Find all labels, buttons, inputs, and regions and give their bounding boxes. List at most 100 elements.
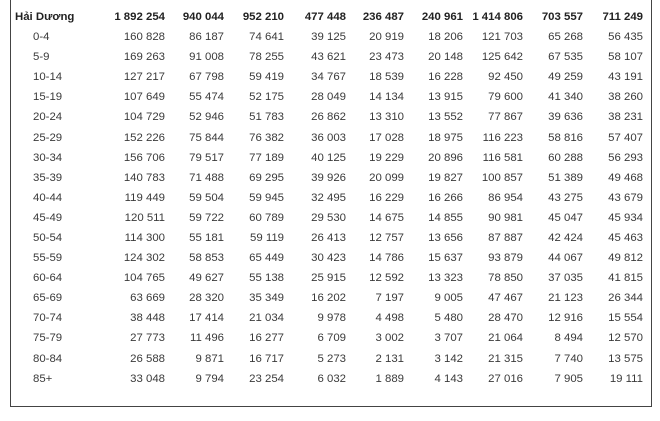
table-cell: 16 229 bbox=[369, 191, 404, 204]
table-cell: 36 003 bbox=[311, 131, 346, 144]
table-cell: 77 867 bbox=[488, 111, 523, 124]
table-cell: 60 789 bbox=[249, 211, 284, 224]
table-cell: 156 706 bbox=[123, 151, 165, 164]
table-cell: 21 034 bbox=[249, 312, 284, 325]
table-cell: 26 588 bbox=[130, 352, 165, 365]
header-total-cell: 1 892 254 bbox=[114, 10, 165, 23]
table-cell: 19 111 bbox=[609, 372, 643, 385]
table-cell: 65 449 bbox=[249, 252, 284, 265]
header-total-cell: 711 249 bbox=[602, 10, 643, 23]
table-cell: 45 463 bbox=[608, 231, 643, 244]
table-cell: 38 448 bbox=[130, 312, 165, 325]
table-cell: 140 783 bbox=[123, 171, 165, 184]
table-cell: 6 032 bbox=[317, 372, 346, 385]
table-cell: 23 473 bbox=[369, 51, 404, 64]
table-cell: 21 064 bbox=[488, 332, 523, 345]
table-cell: 35 349 bbox=[249, 292, 284, 305]
table-cell: 7 197 bbox=[375, 292, 404, 305]
table-cell: 25 915 bbox=[311, 272, 346, 285]
table-row: 70-74 38 448 17 414 21 034 9 978 4 498 5 480 28… bbox=[11, 308, 643, 328]
table-cell: 9 794 bbox=[195, 372, 224, 385]
age-group-label: 15-19 bbox=[33, 91, 63, 104]
table-cell: 38 231 bbox=[608, 111, 643, 124]
header-total-cell: 1 414 806 bbox=[472, 10, 523, 23]
table-cell: 26 862 bbox=[311, 111, 346, 124]
table-cell: 15 637 bbox=[428, 252, 463, 265]
age-group-label: 60-64 bbox=[33, 272, 63, 285]
table-cell: 7 905 bbox=[554, 372, 583, 385]
table-cell: 52 946 bbox=[189, 111, 224, 124]
table-cell: 39 636 bbox=[548, 111, 583, 124]
table-cell: 152 226 bbox=[123, 131, 165, 144]
table-cell: 69 295 bbox=[249, 171, 284, 184]
header-total-cell: 477 448 bbox=[304, 10, 346, 23]
table-cell: 1 889 bbox=[375, 372, 404, 385]
table-cell: 39 926 bbox=[311, 171, 346, 184]
table-cell: 87 887 bbox=[488, 231, 523, 244]
table-row: 85+ 33 048 9 794 23 254 6 032 1 889 4 143 27 01… bbox=[11, 369, 643, 389]
table-cell: 76 382 bbox=[249, 131, 284, 144]
table-cell: 19 827 bbox=[428, 171, 463, 184]
table-cell: 93 879 bbox=[488, 252, 523, 265]
table-cell: 75 844 bbox=[189, 131, 224, 144]
province-name: Hải Dương bbox=[15, 10, 75, 23]
table-cell: 60 288 bbox=[548, 151, 583, 164]
table-cell: 120 511 bbox=[124, 211, 165, 224]
table-cell: 8 494 bbox=[554, 332, 583, 345]
age-group-label: 50-54 bbox=[33, 231, 63, 244]
age-group-label: 10-14 bbox=[33, 71, 63, 84]
table-cell: 38 260 bbox=[608, 91, 643, 104]
table-cell: 43 275 bbox=[548, 191, 583, 204]
table-row: 40-44 119 449 59 504 59 945 32 495 16 229 16 2… bbox=[11, 188, 643, 208]
table-cell: 18 539 bbox=[369, 71, 404, 84]
table-cell: 27 016 bbox=[488, 372, 523, 385]
table-cell: 43 191 bbox=[608, 71, 643, 84]
table-cell: 20 919 bbox=[369, 31, 404, 44]
table-cell: 14 855 bbox=[428, 211, 463, 224]
table-cell: 14 675 bbox=[369, 211, 404, 224]
table-cell: 16 277 bbox=[249, 332, 284, 345]
table-row: 20-24 104 729 52 946 51 783 26 862 13 310 13 5… bbox=[11, 107, 643, 127]
table-cell: 59 419 bbox=[249, 71, 284, 84]
table-cell: 2 131 bbox=[375, 352, 404, 365]
table-cell: 20 148 bbox=[428, 51, 463, 64]
table-cell: 7 740 bbox=[554, 352, 583, 365]
table-cell: 18 206 bbox=[428, 31, 463, 44]
table-cell: 104 729 bbox=[123, 111, 165, 124]
table-cell: 169 263 bbox=[123, 51, 165, 64]
table-cell: 17 028 bbox=[369, 131, 404, 144]
table-cell: 3 002 bbox=[375, 332, 404, 345]
table-cell: 119 449 bbox=[124, 191, 165, 204]
table-cell: 42 424 bbox=[548, 231, 583, 244]
table-row: 5-9 169 263 91 008 78 255 43 621 23 473 20 148… bbox=[11, 47, 643, 67]
table-cell: 58 853 bbox=[189, 252, 224, 265]
table-cell: 86 954 bbox=[488, 191, 523, 204]
table-cell: 79 600 bbox=[488, 91, 523, 104]
table-cell: 78 850 bbox=[488, 272, 523, 285]
table-cell: 59 504 bbox=[189, 191, 224, 204]
table-cell: 49 468 bbox=[608, 171, 643, 184]
age-group-label: 40-44 bbox=[33, 191, 63, 204]
table-cell: 29 530 bbox=[311, 211, 346, 224]
table-cell: 77 189 bbox=[249, 151, 284, 164]
table-row: 25-29 152 226 75 844 76 382 36 003 17 028 18 9… bbox=[11, 127, 643, 147]
age-group-label: 65-69 bbox=[33, 292, 63, 305]
table-row: 55-59 124 302 58 853 65 449 30 423 14 786 15 6… bbox=[11, 248, 643, 268]
age-group-label: 45-49 bbox=[33, 211, 63, 224]
table-cell: 16 202 bbox=[311, 292, 346, 305]
table-cell: 27 773 bbox=[130, 332, 165, 345]
table-row: 45-49 120 511 59 722 60 789 29 530 14 675 14 8… bbox=[11, 208, 643, 228]
table-cell: 59 722 bbox=[189, 211, 224, 224]
table-cell: 19 229 bbox=[369, 151, 404, 164]
header-total-cell: 940 044 bbox=[182, 10, 224, 23]
table-cell: 86 187 bbox=[189, 31, 224, 44]
table-cell: 74 641 bbox=[249, 31, 284, 44]
table-cell: 18 975 bbox=[428, 131, 463, 144]
table-cell: 41 340 bbox=[548, 91, 583, 104]
table-cell: 12 592 bbox=[369, 272, 404, 285]
table-cell: 55 474 bbox=[189, 91, 224, 104]
table-cell: 12 916 bbox=[548, 312, 583, 325]
table-row: 30-34 156 706 79 517 77 189 40 125 19 229 20 8… bbox=[11, 148, 643, 168]
table-cell: 12 570 bbox=[608, 332, 643, 345]
table-row: 35-39 140 783 71 488 69 295 39 926 20 099 19 8… bbox=[11, 168, 643, 188]
